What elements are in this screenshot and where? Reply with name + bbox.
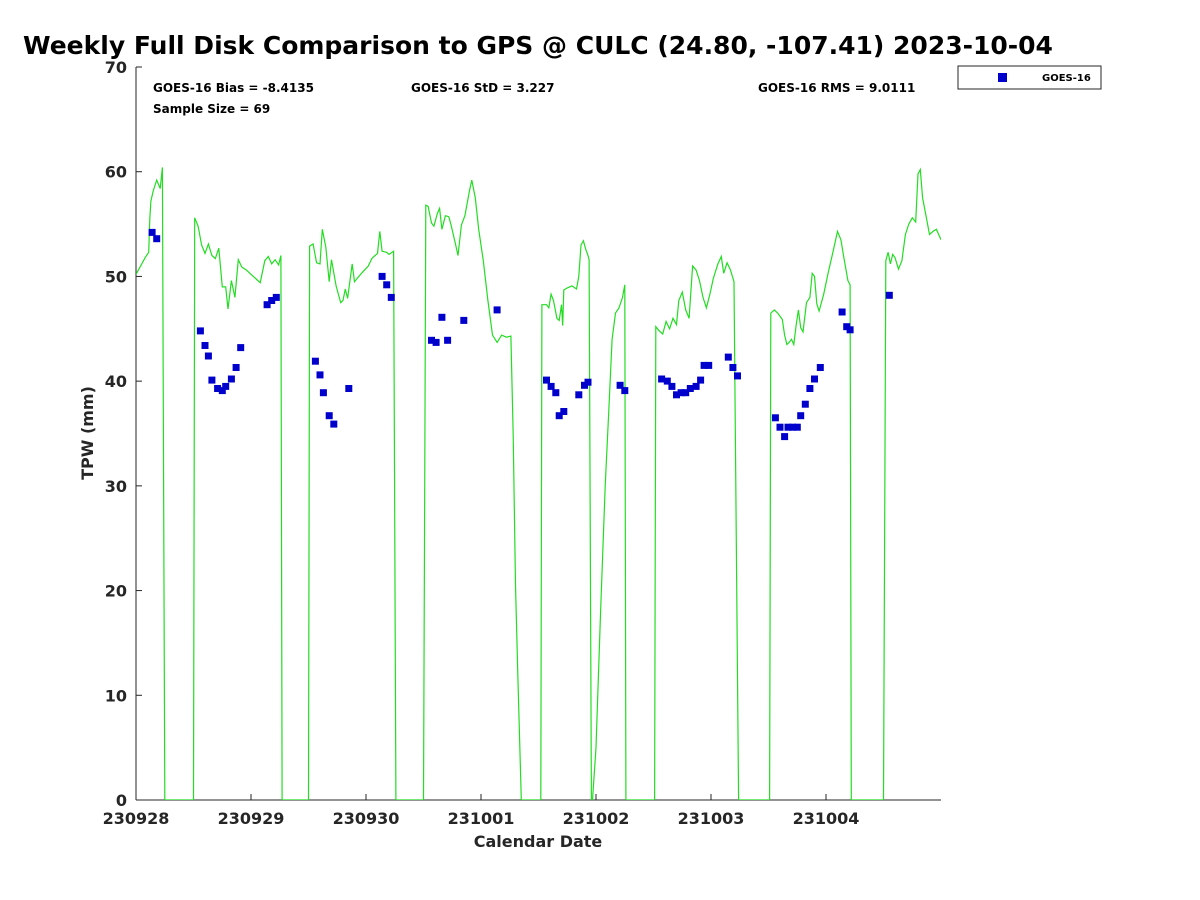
goes16-point <box>460 316 468 324</box>
x-tick-label: 230929 <box>218 809 285 828</box>
y-tick-label: 20 <box>105 582 127 601</box>
goes16-point <box>438 313 446 321</box>
goes16-point <box>263 301 271 309</box>
goes16-point <box>383 281 391 289</box>
y-tick-label: 50 <box>105 267 127 286</box>
legend-label: GOES-16 <box>1042 73 1091 84</box>
goes16-point <box>232 364 240 371</box>
goes16-point <box>682 389 690 397</box>
goes16-point <box>584 378 592 386</box>
goes16-point <box>214 385 222 392</box>
rms-stat: GOES-16 RMS = 9.0111 <box>758 81 915 95</box>
goes16-point <box>686 385 694 392</box>
goes16-point <box>432 338 440 346</box>
legend-marker <box>998 73 1007 82</box>
goes16-point <box>378 272 386 280</box>
goes16-point <box>237 344 245 352</box>
x-tick-label: 231001 <box>448 809 515 828</box>
std-stat: GOES-16 StD = 3.227 <box>411 81 554 95</box>
goes16-point <box>658 375 666 383</box>
goes16-point <box>846 326 854 334</box>
goes16-point <box>560 408 568 415</box>
goes16-point <box>700 361 708 369</box>
plot-area: 0 10 20 30 40 50 60 70 230928 230929 230930 231001 2… <box>103 58 941 828</box>
goes16-point <box>663 377 671 385</box>
goes16-point <box>838 308 846 316</box>
goes16-point <box>668 382 676 390</box>
goes16-point <box>616 381 624 389</box>
goes16-point <box>218 387 226 395</box>
x-tick-label: 230928 <box>103 809 170 828</box>
legend: GOES-16 <box>957 65 1102 90</box>
goes16-point <box>811 375 818 383</box>
goes16-point <box>724 353 732 361</box>
goes16-point <box>677 389 685 397</box>
goes16-point <box>784 423 792 431</box>
goes16-point <box>204 352 212 360</box>
goes16-point <box>776 423 784 431</box>
chart-title: Weekly Full Disk Comparison to GPS @ CUL… <box>23 31 1053 60</box>
goes16-point <box>444 336 452 344</box>
goes16-point <box>552 389 560 397</box>
y-tick-label: 70 <box>105 58 127 77</box>
goes16-point <box>148 228 156 236</box>
y-tick-label: 60 <box>105 163 127 182</box>
y-tick-label: 10 <box>105 686 127 705</box>
goes16-point <box>547 382 555 390</box>
goes16-point <box>345 385 353 392</box>
goes16-point <box>621 387 629 395</box>
sample-size-stat: Sample Size = 69 <box>153 102 270 116</box>
goes16-point <box>781 433 789 441</box>
goes16-point <box>493 306 501 314</box>
goes16-point <box>734 372 741 380</box>
goes16-point <box>692 382 700 390</box>
goes16-point <box>428 336 435 344</box>
goes16-point <box>789 423 797 431</box>
goes16-point <box>801 400 809 408</box>
legend-box <box>957 65 1102 90</box>
goes16-point <box>575 391 583 399</box>
goes16-point <box>673 391 680 399</box>
y-tick-label: 30 <box>105 477 127 496</box>
goes16-point <box>208 376 216 384</box>
goes16-point <box>316 371 324 379</box>
goes16-point <box>153 235 161 243</box>
bias-stat: GOES-16 Bias = -8.4135 <box>153 81 314 95</box>
goes16-point <box>555 412 563 420</box>
goes16-point <box>797 412 805 420</box>
goes16-point <box>806 385 814 392</box>
gps-tpw-line <box>136 167 941 800</box>
goes16-point <box>319 389 327 397</box>
goes16-point <box>325 412 333 420</box>
x-tick-label: 231003 <box>678 809 745 828</box>
goes16-point <box>222 382 230 390</box>
x-tick-label: 231004 <box>793 809 860 828</box>
x-axis-label: Calendar Date <box>474 832 603 851</box>
goes16-point <box>268 297 276 304</box>
y-tick-label: 40 <box>105 372 127 391</box>
goes16-point <box>387 293 395 301</box>
goes16-point <box>697 376 705 384</box>
y-tick-label: 0 <box>116 791 127 810</box>
goes16-point <box>330 420 338 428</box>
goes16-point <box>272 293 280 301</box>
goes16-point <box>816 364 824 371</box>
goes16-point <box>729 364 737 371</box>
x-tick-label: 230930 <box>333 809 400 828</box>
y-axis-label: TPW (mm) <box>78 386 97 480</box>
goes16-point <box>793 423 801 431</box>
goes16-point <box>771 414 779 422</box>
goes16-point <box>196 327 204 335</box>
goes16-point <box>201 342 209 349</box>
goes16-point <box>543 376 550 384</box>
goes16-point <box>311 357 319 365</box>
x-tick-label: 231002 <box>563 809 630 828</box>
goes16-point <box>227 375 235 383</box>
goes16-point <box>885 291 893 299</box>
goes16-point <box>705 361 713 369</box>
